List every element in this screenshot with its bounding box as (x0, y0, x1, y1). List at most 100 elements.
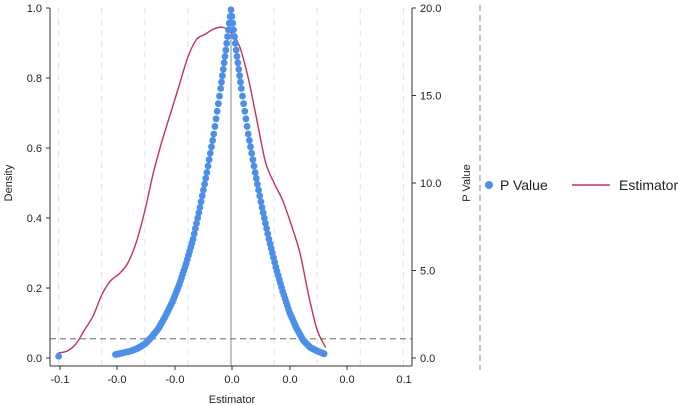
x-tick-label: -0.0 (166, 374, 185, 386)
tick-labels: -0.1 -0.0 -0.0 0.0 0.0 0.0 0.1 0.0 0.2 0.4 0.6 0.8 1… (27, 3, 442, 386)
y-right-tick-label: 5.0 (420, 266, 435, 278)
p-value-point (209, 137, 217, 144)
p-value-point (256, 192, 264, 200)
p-value-point (167, 300, 175, 308)
x-tick-label: 0.1 (396, 374, 411, 386)
p-value-point (250, 162, 258, 170)
p-value-point (225, 26, 232, 34)
p-value-point (211, 123, 219, 130)
p-value-point (259, 209, 267, 217)
p-value-point (278, 284, 285, 291)
p-value-point (188, 239, 196, 247)
p-value-point (231, 39, 239, 47)
p-value-point (205, 156, 213, 164)
p-value-point (214, 100, 222, 108)
p-value-point (252, 174, 260, 182)
y-left-tick-label: 0.6 (27, 143, 42, 155)
p-value-point (263, 225, 271, 232)
p-value-point (232, 46, 240, 54)
p-value-point (264, 230, 272, 238)
legend: P Value Estimator (485, 177, 678, 193)
p-value-point (201, 180, 208, 188)
p-value-point (206, 149, 214, 157)
p-value-point (181, 263, 189, 271)
p-value-point (224, 33, 231, 40)
y-left-tick-label: 0.4 (27, 213, 42, 225)
p-value-point (243, 123, 251, 130)
p-value-point (260, 214, 268, 222)
plot-frame (49, 8, 413, 367)
p-value-point (227, 6, 235, 14)
y-left-tick-label: 0.2 (27, 283, 42, 295)
p-value-point (271, 258, 279, 266)
legend-estimator-label: Estimator (619, 177, 678, 193)
p-value-point (237, 78, 244, 86)
p-value-point (223, 39, 231, 47)
p-value-point (217, 85, 225, 92)
y-axis-left-title: Density (3, 164, 15, 201)
p-value-point (190, 230, 198, 238)
p-value-point (249, 156, 257, 164)
x-axis-title: Estimator (209, 394, 256, 405)
p-value-point (55, 352, 63, 360)
p-value-point (220, 59, 228, 67)
p-value-point (222, 46, 230, 54)
x-tick-label: 0.0 (282, 374, 297, 386)
x-tick-label: 0.0 (224, 374, 239, 386)
p-value-point (319, 349, 327, 357)
p-value-point (228, 13, 236, 20)
p-value-point (245, 137, 253, 144)
p-value-point (198, 192, 206, 200)
p-value-point (221, 53, 229, 60)
legend-p-value-marker (485, 181, 493, 189)
p-value-point (262, 219, 269, 227)
p-value-point (233, 53, 241, 60)
p-value-point (230, 26, 237, 34)
p-value-point (244, 130, 252, 138)
p-value-point (191, 225, 199, 232)
p-value-point (194, 214, 202, 222)
y-right-tick-label: 15.0 (420, 91, 441, 103)
p-value-point (235, 65, 243, 73)
p-value-point (216, 92, 223, 100)
p-value-point (193, 219, 200, 227)
p-value-point (254, 180, 261, 188)
p-value-point (234, 59, 242, 67)
p-value-point (229, 19, 237, 27)
p-value-point (255, 186, 262, 194)
p-value-point (231, 33, 238, 40)
p-value-point (241, 107, 249, 115)
y-right-tick-label: 10.0 (420, 178, 441, 190)
p-value-point (285, 305, 292, 313)
x-tick-label: -0.0 (108, 374, 127, 386)
p-value-point (240, 100, 248, 108)
p-value-point (242, 115, 250, 123)
p-value-point (196, 204, 204, 211)
p-value-point (237, 85, 245, 92)
estimator-line (58, 26, 327, 354)
y-right-tick-label: 20.0 (420, 3, 441, 15)
p-value-point (258, 204, 266, 211)
y-left-tick-label: 0.0 (27, 353, 42, 365)
p-value-point (239, 92, 246, 100)
y-left-tick-label: 1.0 (27, 3, 42, 15)
p-value-point (210, 130, 218, 138)
vertical-gridlines (58, 8, 404, 366)
p-value-point (200, 186, 207, 194)
y-axis-right-title: P Value (461, 164, 473, 202)
p-value-point (203, 169, 211, 176)
p-value-point (174, 284, 182, 291)
p-value-point (236, 72, 244, 80)
p-value-point (202, 174, 210, 182)
p-value-point (248, 149, 256, 157)
p-value-point (219, 65, 227, 73)
p-value-series (55, 6, 328, 360)
estimator-series (58, 26, 327, 354)
p-value-point (218, 72, 226, 80)
x-tick-label: 0.0 (339, 374, 354, 386)
p-value-point (247, 143, 254, 151)
p-value-point (204, 162, 212, 170)
p-value-point (213, 107, 221, 115)
p-value-point (257, 198, 265, 206)
